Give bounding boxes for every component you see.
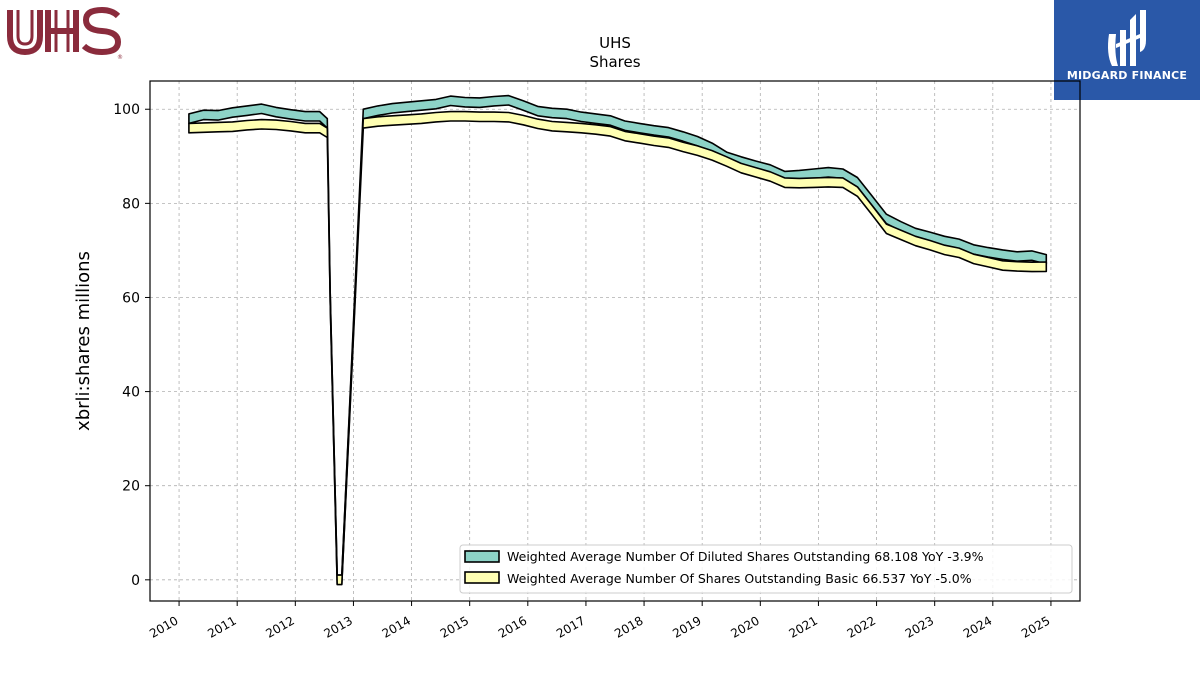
legend-swatch-basic — [464, 571, 500, 584]
x-tick-label: 2022 — [845, 613, 878, 640]
legend-swatch-diluted — [464, 550, 500, 563]
x-tick-label: 2017 — [554, 613, 587, 640]
midgard-logo-icon — [1108, 10, 1146, 66]
midgard-logo-text: MIDGARD FINANCE — [1066, 69, 1188, 82]
chart-subtitle: Shares — [589, 53, 640, 71]
y-tick-label: 0 — [131, 573, 140, 589]
y-tick-label: 60 — [122, 290, 140, 306]
y-axis-label: xbrli:shares millions — [73, 251, 94, 431]
x-tick-label: 2020 — [728, 613, 761, 640]
uhs-logo: ® — [4, 6, 126, 64]
x-tick-label: 2021 — [786, 613, 819, 640]
x-tick-label: 2019 — [670, 613, 703, 640]
uhs-logo-letters — [7, 6, 122, 56]
x-tick-label: 2024 — [961, 613, 994, 640]
grid — [150, 81, 1080, 601]
uhs-logo-mark: ® — [7, 6, 123, 61]
y-tick-label: 100 — [113, 102, 140, 118]
x-tick-label: 2012 — [263, 613, 296, 640]
y-tick-label: 20 — [122, 479, 140, 495]
x-tick-label: 2025 — [1019, 613, 1052, 640]
x-tick-label: 2023 — [903, 613, 936, 640]
legend-label-basic: Weighted Average Number Of Shares Outsta… — [507, 571, 972, 586]
x-tick-label: 2018 — [612, 613, 645, 640]
x-tick-label: 2011 — [205, 613, 238, 640]
y-tick-label: 40 — [122, 385, 140, 401]
registered-mark: ® — [117, 54, 123, 60]
series-areas — [188, 94, 1048, 586]
x-tick-label: 2014 — [380, 613, 413, 640]
y-tick-label: 80 — [122, 196, 140, 212]
x-tick-label: 2010 — [147, 613, 180, 640]
legend-box — [459, 544, 1073, 594]
chart-title: UHS — [599, 34, 631, 52]
midgard-finance-logo: MIDGARD FINANCE — [1054, 0, 1200, 100]
x-tick-label: 2013 — [321, 613, 354, 640]
legend-label-diluted: Weighted Average Number Of Diluted Share… — [507, 549, 984, 564]
plot-frame — [149, 80, 1081, 602]
series-band-1 — [188, 110, 1048, 586]
x-tick-label: 2016 — [496, 613, 529, 640]
x-tick-label: 2015 — [438, 613, 471, 640]
legend: Weighted Average Number Of Diluted Share… — [459, 544, 1073, 594]
series-band-0 — [188, 94, 1048, 586]
